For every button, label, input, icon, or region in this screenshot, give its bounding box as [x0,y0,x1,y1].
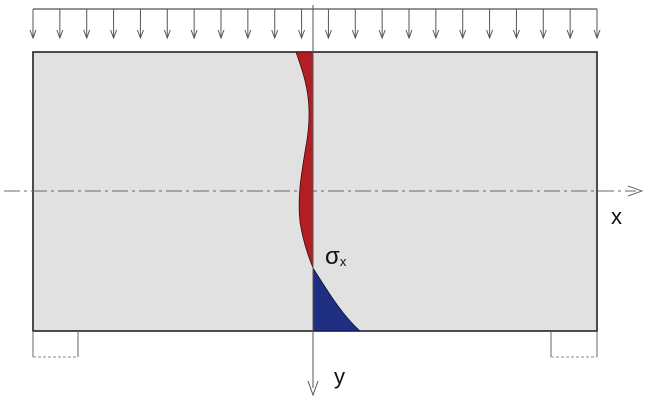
y-axis [307,5,319,397]
load-arrow [539,9,547,40]
load-arrow [244,9,252,40]
x-axis [4,185,644,197]
load-arrow [432,9,440,40]
compression-stress-region [295,51,314,269]
load-arrow [298,9,306,40]
tension-stress-region [312,266,362,332]
load-arrow [83,9,91,40]
load-arrow [56,9,64,40]
y-axis-arrowhead [307,380,319,397]
load-arrow [405,9,413,40]
distributed-load [29,8,601,40]
x-axis-arrowhead [627,185,644,197]
left-support [32,331,79,358]
stress-subscript: x [340,254,347,269]
load-arrow [378,9,386,40]
load-arrow [459,9,467,40]
load-arrow [324,9,332,40]
load-arrow [512,9,520,40]
load-arrow [566,9,574,40]
right-support [550,331,598,358]
load-arrow [271,9,279,40]
load-arrow [110,9,118,40]
load-arrow [593,9,601,40]
load-arrow [351,9,359,40]
load-arrow [217,9,225,40]
stress-symbol: σ [325,243,340,270]
y-axis-label: y [334,364,345,389]
load-arrow [136,9,144,40]
load-arrow [190,9,198,40]
load-arrows [29,9,601,40]
x-axis-label: x [611,204,622,229]
stress-label: σx [325,243,347,270]
load-arrow [486,9,494,40]
load-arrow [29,9,37,40]
load-arrow [163,9,171,40]
